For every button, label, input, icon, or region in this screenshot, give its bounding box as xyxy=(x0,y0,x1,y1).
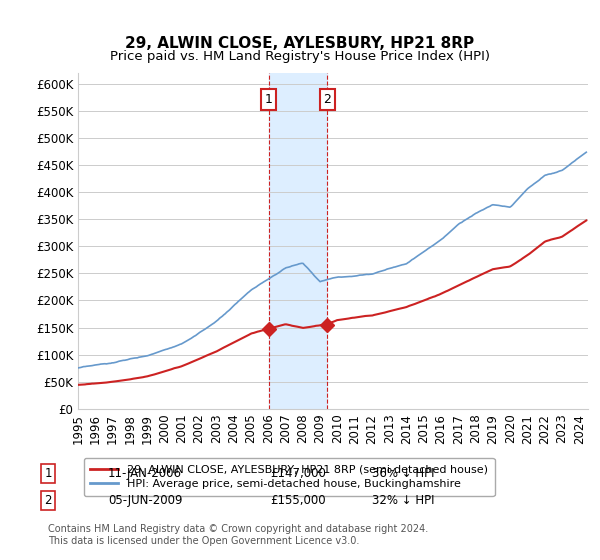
Text: Contains HM Land Registry data © Crown copyright and database right 2024.
This d: Contains HM Land Registry data © Crown c… xyxy=(48,524,428,546)
Text: 2: 2 xyxy=(44,493,52,507)
Text: 29, ALWIN CLOSE, AYLESBURY, HP21 8RP: 29, ALWIN CLOSE, AYLESBURY, HP21 8RP xyxy=(125,36,475,52)
Text: 1: 1 xyxy=(44,466,52,480)
Bar xyxy=(269,73,328,409)
Text: 2: 2 xyxy=(323,93,331,106)
Text: 05-JUN-2009: 05-JUN-2009 xyxy=(108,493,182,507)
Text: £155,000: £155,000 xyxy=(270,493,326,507)
Text: £147,000: £147,000 xyxy=(270,466,326,480)
Text: 1: 1 xyxy=(265,93,272,106)
Legend: 29, ALWIN CLOSE, AYLESBURY, HP21 8RP (semi-detached house), HPI: Average price, : 29, ALWIN CLOSE, AYLESBURY, HP21 8RP (se… xyxy=(83,458,494,496)
Text: Price paid vs. HM Land Registry's House Price Index (HPI): Price paid vs. HM Land Registry's House … xyxy=(110,50,490,63)
Text: 11-JAN-2006: 11-JAN-2006 xyxy=(108,466,182,480)
Text: 36% ↓ HPI: 36% ↓ HPI xyxy=(372,466,434,480)
Text: 32% ↓ HPI: 32% ↓ HPI xyxy=(372,493,434,507)
